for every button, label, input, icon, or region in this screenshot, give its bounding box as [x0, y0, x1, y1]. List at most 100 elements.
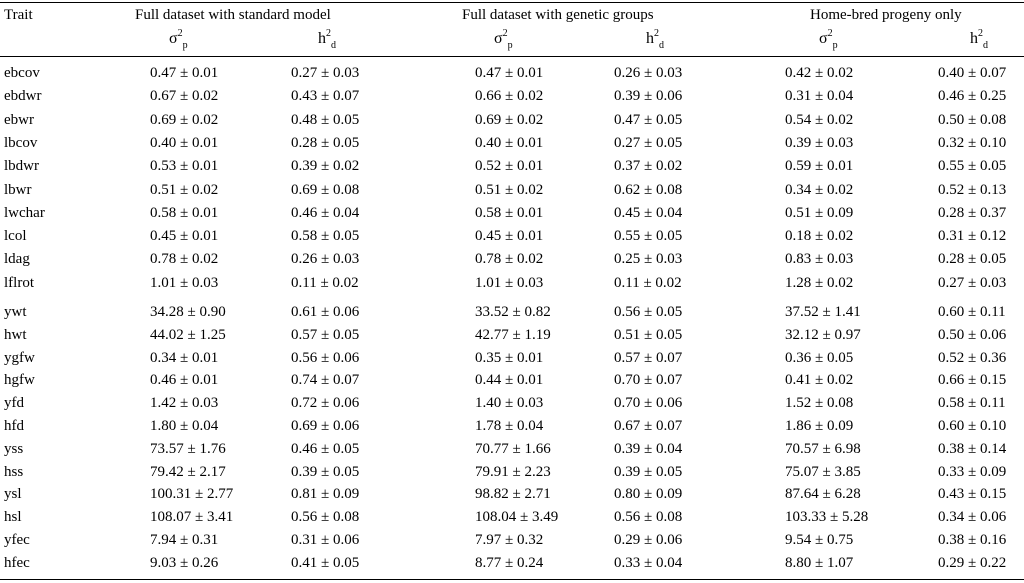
- param-superscript: 2: [502, 27, 508, 39]
- cell-h2d-homebred: 0.33 ± 0.09: [938, 463, 1007, 480]
- trait-name: hfd: [4, 418, 24, 434]
- param-superscript: 2: [978, 27, 983, 39]
- cell-sigma2p-standard: 0.69 ± 0.02: [150, 111, 219, 128]
- cell-sigma2p-homebred: 0.42 ± 0.02: [785, 65, 854, 81]
- cell-h2d-homebred: 0.60 ± 0.11: [938, 304, 1006, 320]
- cell-h2d-standard: 0.57 ± 0.05: [291, 326, 360, 343]
- cell-h2d-homebred: 0.52 ± 0.36: [938, 349, 1007, 366]
- header-rule: [0, 56, 1024, 57]
- cell-sigma2p-genetic: 0.40 ± 0.01: [475, 134, 544, 151]
- cell-sigma2p-homebred: 0.59 ± 0.01: [785, 158, 854, 175]
- cell-sigma2p-homebred: 0.31 ± 0.04: [785, 88, 854, 105]
- cell-sigma2p-standard: 0.40 ± 0.01: [150, 134, 219, 151]
- cell-sigma2p-standard: 0.58 ± 0.01: [150, 204, 219, 221]
- cell-h2d-genetic: 0.39 ± 0.06: [614, 88, 683, 105]
- cell-h2d-genetic: 0.47 ± 0.05: [614, 111, 683, 128]
- cell-sigma2p-standard: 7.94 ± 0.31: [150, 532, 219, 548]
- cell-sigma2p-homebred: 1.52 ± 0.08: [785, 395, 854, 412]
- cell-h2d-homebred: 0.38 ± 0.14: [938, 440, 1007, 457]
- cell-h2d-standard: 0.27 ± 0.03: [291, 65, 360, 81]
- cell-sigma2p-homebred: 75.07 ± 3.85: [785, 463, 861, 480]
- cell-h2d-homebred: 0.66 ± 0.15: [938, 372, 1007, 389]
- param-header-sigma2p: σ2p: [169, 27, 188, 51]
- cell-h2d-genetic: 0.62 ± 0.08: [614, 181, 683, 198]
- param-superscript: 2: [177, 27, 183, 39]
- cell-sigma2p-homebred: 0.83 ± 0.03: [785, 251, 854, 268]
- cell-sigma2p-genetic: 0.58 ± 0.01: [475, 204, 544, 221]
- cell-h2d-genetic: 0.39 ± 0.05: [614, 463, 683, 480]
- trait-name: hwt: [4, 326, 27, 343]
- param-base: σ: [169, 30, 178, 47]
- cell-sigma2p-homebred: 37.52 ± 1.41: [785, 304, 861, 320]
- cell-h2d-genetic: 0.37 ± 0.02: [614, 158, 683, 175]
- cell-h2d-genetic: 0.55 ± 0.05: [614, 228, 683, 245]
- cell-sigma2p-standard: 0.34 ± 0.01: [150, 349, 219, 366]
- trait-name: ebwr: [4, 111, 34, 128]
- trait-name: ebdwr: [4, 88, 42, 105]
- cell-sigma2p-standard: 0.67 ± 0.02: [150, 88, 219, 105]
- trait-name: hsl: [4, 509, 22, 526]
- trait-name: lcol: [4, 228, 27, 245]
- trait-name: ldag: [4, 251, 30, 268]
- cell-h2d-homebred: 0.29 ± 0.22: [938, 554, 1007, 571]
- cell-sigma2p-homebred: 1.86 ± 0.09: [785, 418, 854, 434]
- cell-sigma2p-standard: 0.45 ± 0.01: [150, 228, 219, 245]
- cell-h2d-genetic: 0.26 ± 0.03: [614, 65, 683, 81]
- cell-sigma2p-standard: 1.80 ± 0.04: [150, 418, 219, 434]
- cell-sigma2p-homebred: 0.39 ± 0.03: [785, 134, 854, 151]
- cell-h2d-homebred: 0.55 ± 0.05: [938, 158, 1007, 175]
- param-subscript: d: [331, 40, 336, 52]
- cell-h2d-homebred: 0.31 ± 0.12: [938, 228, 1007, 245]
- cell-h2d-standard: 0.31 ± 0.06: [291, 532, 360, 548]
- cell-sigma2p-genetic: 1.78 ± 0.04: [475, 418, 544, 434]
- cell-sigma2p-genetic: 0.35 ± 0.01: [475, 349, 544, 366]
- group-header-genetic-groups: Full dataset with genetic groups: [462, 7, 654, 23]
- trait-name: hfec: [4, 554, 30, 571]
- cell-sigma2p-standard: 79.42 ± 2.17: [150, 463, 226, 480]
- cell-h2d-homebred: 0.40 ± 0.07: [938, 65, 1007, 81]
- cell-sigma2p-standard: 9.03 ± 0.26: [150, 554, 219, 571]
- cell-h2d-standard: 0.58 ± 0.05: [291, 228, 360, 245]
- cell-h2d-standard: 0.39 ± 0.02: [291, 158, 360, 175]
- cell-sigma2p-homebred: 8.80 ± 1.07: [785, 554, 854, 571]
- param-superscript: 2: [827, 27, 833, 39]
- cell-sigma2p-genetic: 8.77 ± 0.24: [475, 554, 544, 571]
- trait-name: lflrot: [4, 274, 34, 291]
- cell-sigma2p-homebred: 0.51 ± 0.09: [785, 204, 854, 221]
- param-header-h2d: h2d: [646, 28, 664, 51]
- trait-name: lbcov: [4, 134, 38, 151]
- param-superscript: 2: [326, 27, 331, 39]
- cell-sigma2p-genetic: 98.82 ± 2.71: [475, 486, 551, 503]
- trait-name: yfec: [4, 532, 30, 548]
- cell-h2d-homebred: 0.60 ± 0.10: [938, 418, 1007, 434]
- trait-name: ywt: [4, 304, 27, 320]
- cell-h2d-genetic: 0.45 ± 0.04: [614, 204, 683, 221]
- trait-name: lbdwr: [4, 158, 39, 175]
- cell-h2d-standard: 0.39 ± 0.05: [291, 463, 360, 480]
- cell-h2d-homebred: 0.46 ± 0.25: [938, 88, 1007, 105]
- cell-sigma2p-standard: 34.28 ± 0.90: [150, 304, 226, 320]
- cell-sigma2p-standard: 1.01 ± 0.03: [150, 274, 219, 291]
- cell-sigma2p-homebred: 0.41 ± 0.02: [785, 372, 854, 389]
- cell-h2d-genetic: 0.70 ± 0.06: [614, 395, 683, 412]
- cell-sigma2p-homebred: 0.54 ± 0.02: [785, 111, 854, 128]
- cell-sigma2p-standard: 1.42 ± 0.03: [150, 395, 219, 412]
- cell-h2d-homebred: 0.27 ± 0.03: [938, 274, 1007, 291]
- cell-sigma2p-homebred: 103.33 ± 5.28: [785, 509, 869, 526]
- cell-sigma2p-genetic: 108.04 ± 3.49: [475, 509, 559, 526]
- cell-sigma2p-genetic: 33.52 ± 0.82: [475, 304, 551, 320]
- cell-h2d-homebred: 0.28 ± 0.05: [938, 251, 1007, 268]
- cell-h2d-genetic: 0.39 ± 0.04: [614, 440, 683, 457]
- cell-sigma2p-standard: 0.53 ± 0.01: [150, 158, 219, 175]
- cell-sigma2p-genetic: 42.77 ± 1.19: [475, 326, 551, 343]
- trait-name: ysl: [4, 486, 22, 503]
- cell-sigma2p-genetic: 0.51 ± 0.02: [475, 181, 544, 198]
- cell-sigma2p-genetic: 0.47 ± 0.01: [475, 65, 544, 81]
- cell-sigma2p-standard: 0.51 ± 0.02: [150, 181, 219, 198]
- param-base: h: [646, 30, 654, 47]
- trait-name: lwchar: [4, 204, 45, 221]
- param-base: h: [318, 30, 326, 47]
- cell-sigma2p-homebred: 70.57 ± 6.98: [785, 440, 861, 457]
- trait-name: hss: [4, 463, 24, 480]
- cell-sigma2p-genetic: 0.69 ± 0.02: [475, 111, 544, 128]
